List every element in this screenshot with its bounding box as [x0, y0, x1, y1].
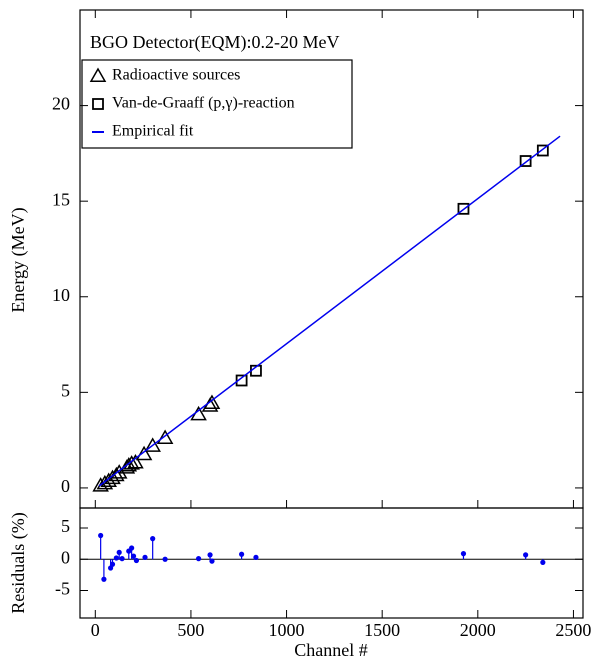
- residual-point: [195, 556, 202, 562]
- residual-point: [113, 555, 119, 561]
- residual-point: [209, 558, 215, 564]
- x-axis-label: Channel #: [294, 640, 368, 660]
- residual-point: [101, 576, 107, 582]
- data-point: [92, 477, 109, 492]
- data-point: [123, 455, 140, 470]
- fit-line: [98, 135, 561, 487]
- x-tick-label: 2500: [555, 620, 591, 640]
- residual-point: [253, 554, 259, 560]
- residual-point: [109, 561, 116, 567]
- y-tick-label: 5: [61, 380, 70, 400]
- data-point: [144, 437, 161, 452]
- y-tick-label: -5: [55, 579, 70, 599]
- legend-label: Van-de-Graaff (p,γ)-reaction: [112, 95, 295, 112]
- residual-point: [540, 559, 546, 565]
- data-point: [536, 144, 549, 157]
- y-tick-label: 0: [61, 547, 70, 567]
- y-tick-label: 5: [61, 516, 70, 536]
- legend-label: Empirical fit: [112, 123, 194, 140]
- residual-point: [119, 556, 125, 562]
- legend-label: Radioactive sources: [112, 67, 240, 84]
- data-point: [120, 457, 138, 472]
- data-point: [457, 202, 470, 215]
- legend-marker: [92, 98, 104, 110]
- x-tick-label: 1000: [269, 620, 305, 640]
- residual-point: [523, 552, 529, 558]
- y-tick-label: 10: [52, 285, 70, 305]
- data-point: [135, 445, 153, 461]
- residual-point: [150, 536, 156, 542]
- x-tick-label: 500: [177, 620, 204, 640]
- data-point: [156, 429, 174, 445]
- residual-point: [460, 551, 467, 557]
- data-point: [96, 474, 114, 490]
- y-tick-label: 20: [52, 94, 70, 114]
- y-axis-label: Energy (MeV): [8, 207, 29, 312]
- y-tick-label: 0: [61, 476, 70, 496]
- residual-point: [162, 556, 168, 562]
- residual-point: [207, 552, 213, 558]
- residual-point: [116, 549, 122, 555]
- data-point: [108, 466, 125, 482]
- residual-point: [130, 553, 137, 559]
- chart-title: BGO Detector(EQM):0.2-20 MeV: [90, 32, 339, 53]
- residual-point: [239, 551, 245, 557]
- x-tick-label: 0: [91, 620, 100, 640]
- residual-point: [133, 557, 140, 564]
- data-point: [519, 155, 532, 167]
- legend-marker: [89, 67, 107, 82]
- residual-point: [142, 554, 148, 560]
- data-point: [110, 464, 128, 479]
- y-axis-label: Residuals (%): [8, 512, 29, 613]
- legend-box: [81, 59, 353, 149]
- x-tick-label: 2000: [460, 620, 496, 640]
- y-tick-label: 15: [52, 189, 70, 209]
- residual-point: [98, 532, 104, 539]
- data-point: [235, 374, 248, 387]
- x-tick-label: 1500: [364, 620, 400, 640]
- residual-frame: [79, 507, 584, 619]
- residual-point: [129, 545, 135, 551]
